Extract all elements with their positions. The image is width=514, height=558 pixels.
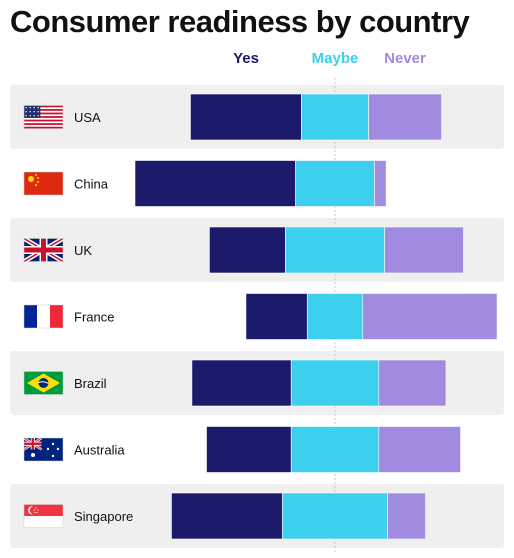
australia-flag-icon bbox=[23, 436, 64, 462]
bar-yes-australia bbox=[206, 426, 292, 473]
chart-title: Consumer readiness by country bbox=[10, 4, 470, 39]
bar-never-france bbox=[362, 293, 498, 340]
bar-yes-france bbox=[245, 293, 308, 340]
country-label-france: France bbox=[74, 310, 114, 325]
country-label-brazil: Brazil bbox=[74, 376, 107, 391]
usa-flag-icon bbox=[23, 105, 64, 129]
brazil-flag-icon bbox=[23, 371, 64, 395]
singapore-flag-icon bbox=[23, 504, 64, 528]
france-flag-icon bbox=[23, 304, 64, 329]
bar-yes-brazil bbox=[191, 359, 292, 407]
country-label-china: China bbox=[74, 177, 109, 192]
country-label-australia: Australia bbox=[74, 443, 125, 458]
bar-yes-china bbox=[134, 160, 296, 207]
bar-never-uk bbox=[384, 226, 464, 274]
bar-never-singapore bbox=[387, 492, 426, 540]
bar-never-brazil bbox=[378, 359, 447, 407]
bar-never-china bbox=[374, 160, 387, 207]
country-label-uk: UK bbox=[74, 243, 92, 258]
legend-maybe: Maybe bbox=[311, 50, 359, 67]
bar-yes-singapore bbox=[171, 492, 283, 540]
bar-maybe-france bbox=[306, 293, 364, 340]
bar-maybe-china bbox=[295, 160, 375, 207]
bar-maybe-brazil bbox=[290, 359, 380, 407]
bar-maybe-singapore bbox=[282, 492, 388, 540]
uk-flag-icon bbox=[22, 236, 65, 264]
bar-maybe-australia bbox=[290, 426, 380, 473]
bar-maybe-usa bbox=[301, 93, 369, 141]
legend-never: Never bbox=[384, 50, 426, 67]
bar-never-australia bbox=[378, 426, 461, 473]
country-label-usa: USA bbox=[74, 110, 101, 125]
legend: Yes Maybe Never bbox=[0, 50, 514, 72]
bar-yes-usa bbox=[190, 93, 302, 141]
bar-maybe-uk bbox=[285, 226, 385, 274]
bar-yes-uk bbox=[209, 226, 286, 274]
china-flag-icon bbox=[23, 171, 64, 196]
country-label-singapore: Singapore bbox=[74, 509, 133, 524]
legend-yes: Yes bbox=[233, 50, 259, 67]
bar-never-usa bbox=[368, 93, 442, 141]
